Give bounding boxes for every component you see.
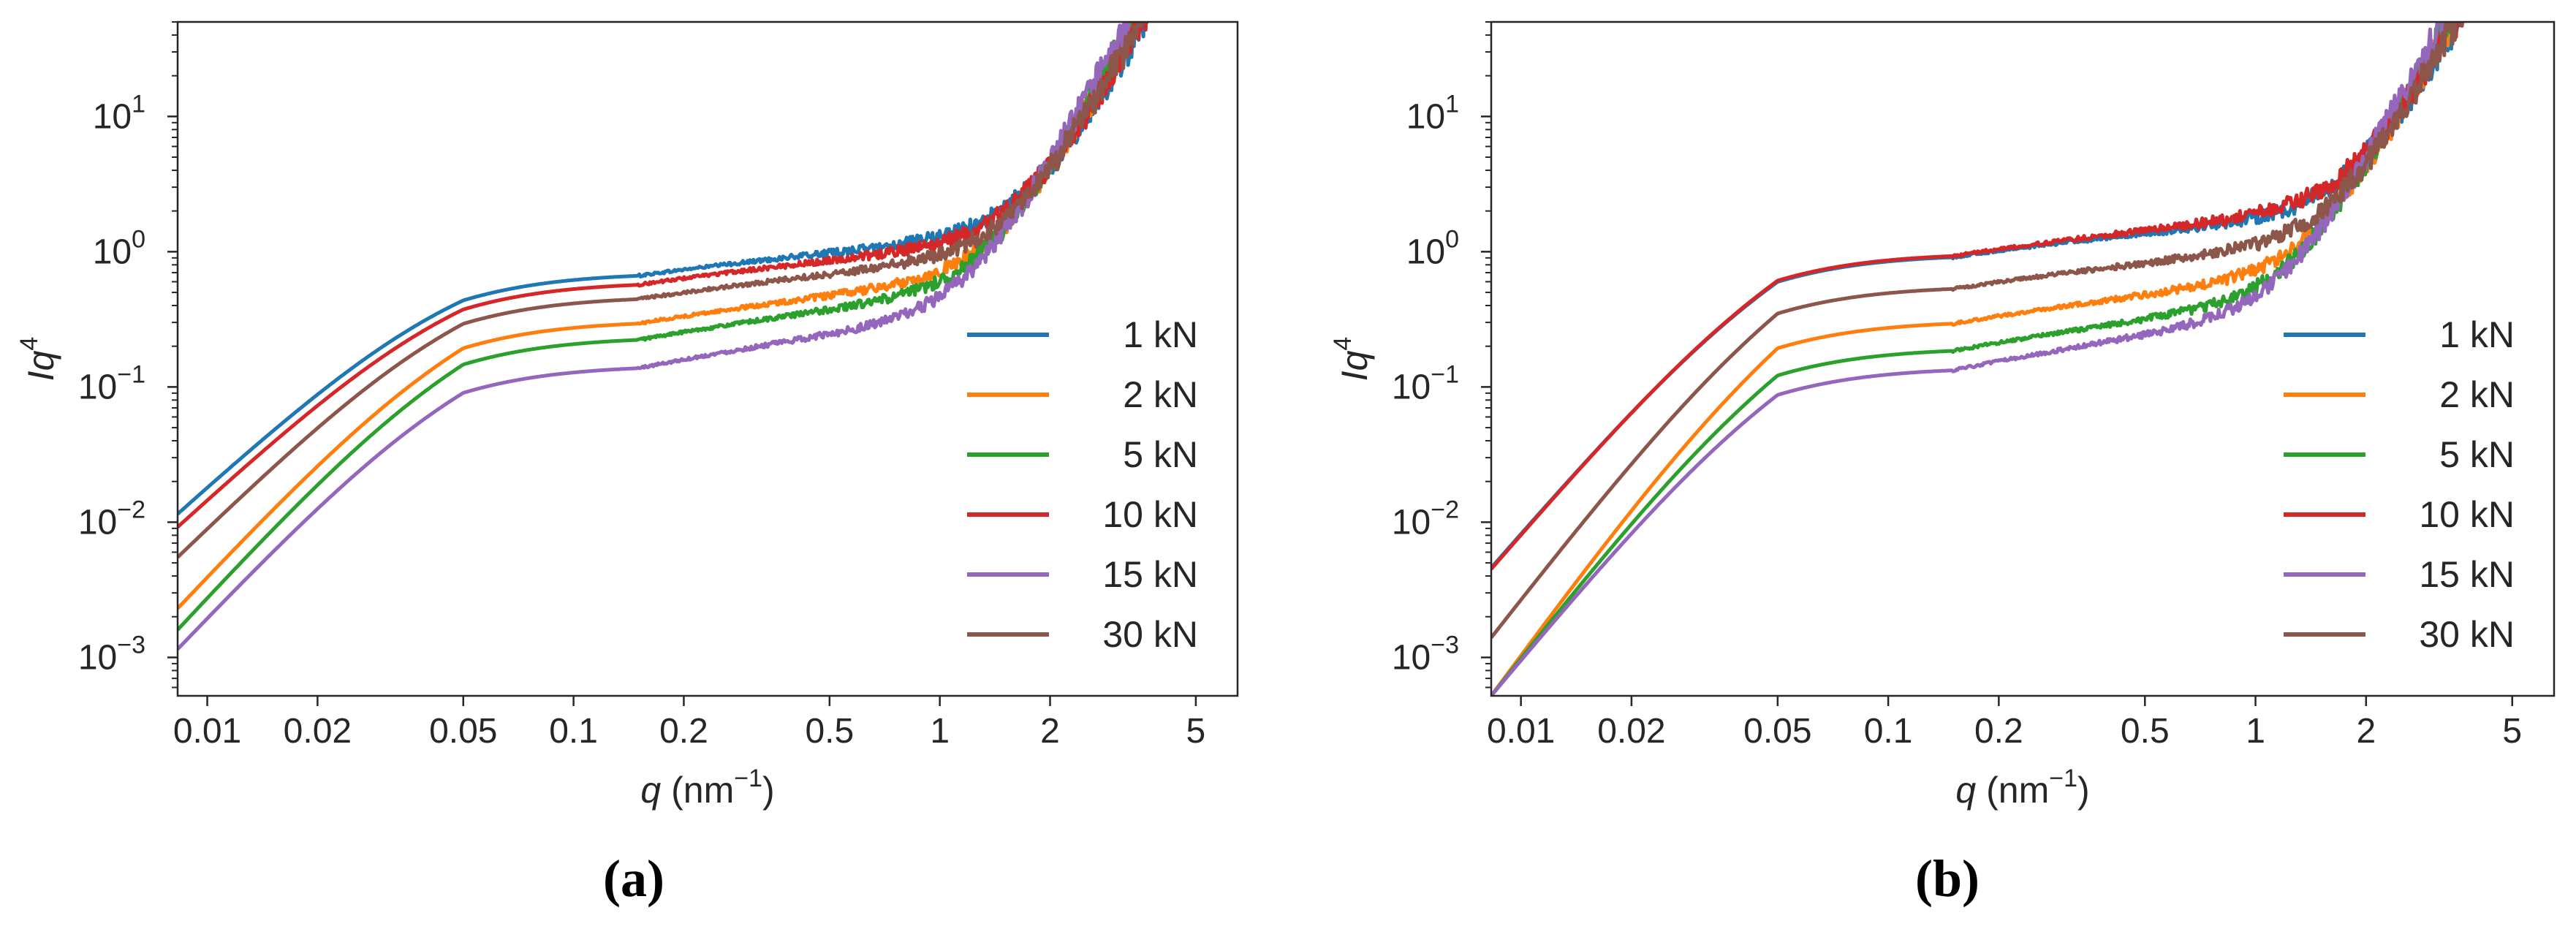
x-tick-label: 5 [2502,712,2522,751]
axes-frame [176,20,1239,697]
legend-label: 1 kN [2439,314,2515,355]
series-line-15-kn [178,22,1140,651]
series-line-1-kn [178,22,1149,516]
legend-label: 15 kN [1102,554,1198,595]
x-tick-label: 0.02 [1597,712,1665,751]
legend-label: 2 kN [2439,374,2515,415]
series-lines [1491,22,2468,696]
x-tick-label: 0.5 [2121,712,2170,751]
legend-label: 10 kN [1102,494,1198,535]
chart-panel-b: 0.01 0.02 0.05 0.1 0.2 0.5 1 2 5 10−3 10−2 10−1 100 1… [1329,20,2556,908]
series-line-10-kn [1491,22,2468,571]
y-axis-label: Iq4 [15,337,61,382]
y-axis-label: Iq4 [1329,337,1375,382]
x-tick-label: 0.02 [284,712,352,751]
x-axis-label: q (nm−1) [1955,765,2089,811]
y-tick-label: 101 [1406,90,1459,136]
y-tick-label: 10−3 [1392,631,1459,677]
x-tick-label: 0.1 [1864,712,1913,751]
legend-label: 15 kN [2419,554,2515,595]
series-line-15-kn [1491,22,2447,696]
x-tick-label: 2 [2356,712,2376,751]
legend-label: 30 kN [2419,614,2515,655]
legend-label: 2 kN [1123,374,1198,415]
series-line-2-kn [178,22,1143,610]
series-line-30-kn [1491,22,2465,639]
x-tick-label: 0.1 [549,712,598,751]
legend-label: 5 kN [1123,434,1198,475]
series-line-1-kn [1491,22,2463,569]
y-tick-label: 100 [93,225,145,271]
x-tick-label: 0.5 [805,712,854,751]
y-tick-label: 100 [1406,225,1459,271]
y-tick-label: 10−2 [1392,496,1459,542]
x-tick-label: 0.01 [173,712,241,751]
series-line-5-kn [1491,22,2458,696]
x-tick-label: 0.05 [429,712,497,751]
panel-label: (a) [603,849,664,908]
series-lines [178,22,1149,651]
y-tick-label: 10−3 [78,631,145,677]
legend: 1 kN 2 kN 5 kN 10 kN 15 kN 30 kN [2284,314,2515,655]
x-tick-label: 0.2 [1974,712,2023,751]
axes-frame [1490,20,2556,697]
legend-label: 10 kN [2419,494,2515,535]
x-tick-label: 0.01 [1487,712,1555,751]
panel-label: (b) [1915,849,1980,908]
legend: 1 kN 2 kN 5 kN 10 kN 15 kN 30 kN [967,314,1198,655]
x-tick-label: 0.05 [1743,712,1811,751]
legend-label: 5 kN [2439,434,2515,475]
x-tick-label: 5 [1186,712,1206,751]
y-tick-label: 10−2 [78,496,145,542]
series-line-30-kn [178,22,1143,559]
y-tick-label: 10−1 [1392,360,1459,406]
y-tick-label: 10−1 [78,360,145,406]
legend-label: 30 kN [1102,614,1198,655]
x-tick-label: 0.2 [659,712,708,751]
x-tick-label: 2 [1040,712,1060,751]
chart-panel-a: 0.01 0.02 0.05 0.1 0.2 0.5 1 2 5 10−3 10−2 10−1 100 1… [15,20,1239,908]
y-tick-label: 101 [93,90,145,136]
legend-label: 1 kN [1123,314,1198,355]
x-tick-label: 1 [2246,712,2265,751]
x-tick-label: 1 [930,712,950,751]
x-axis-label: q (nm−1) [640,765,774,811]
